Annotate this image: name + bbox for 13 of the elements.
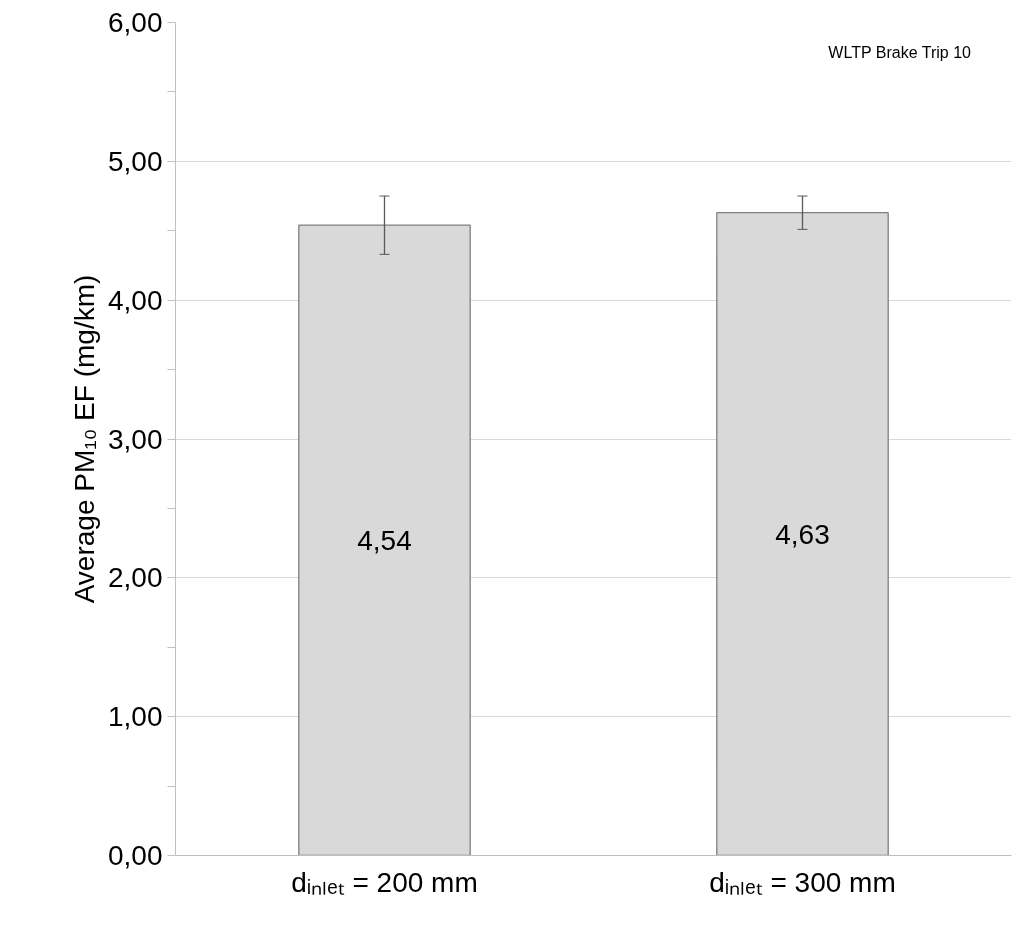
y-tick-label: 2,00 <box>108 562 163 594</box>
y-tick-label: 0,00 <box>108 840 163 871</box>
y-tick-label: 1,00 <box>108 701 163 733</box>
y-tick-label: 4,00 <box>108 284 163 316</box>
annotation: WLTP Brake Trip 10 <box>828 44 972 61</box>
data-label: 4,63 <box>775 518 830 550</box>
x-tick-label: dᵢₙₗₑₜ = 300 mm <box>709 866 896 898</box>
y-tick-label: 6,00 <box>108 7 163 38</box>
x-tick-label: dᵢₙₗₑₜ = 200 mm <box>291 866 478 898</box>
data-label: 4,54 <box>357 524 412 556</box>
y-tick-label: 3,00 <box>108 423 163 455</box>
y-tick-label: 5,00 <box>108 145 163 177</box>
y-axis-title: Average PM₁₀ EF (mg/km) <box>69 274 100 604</box>
